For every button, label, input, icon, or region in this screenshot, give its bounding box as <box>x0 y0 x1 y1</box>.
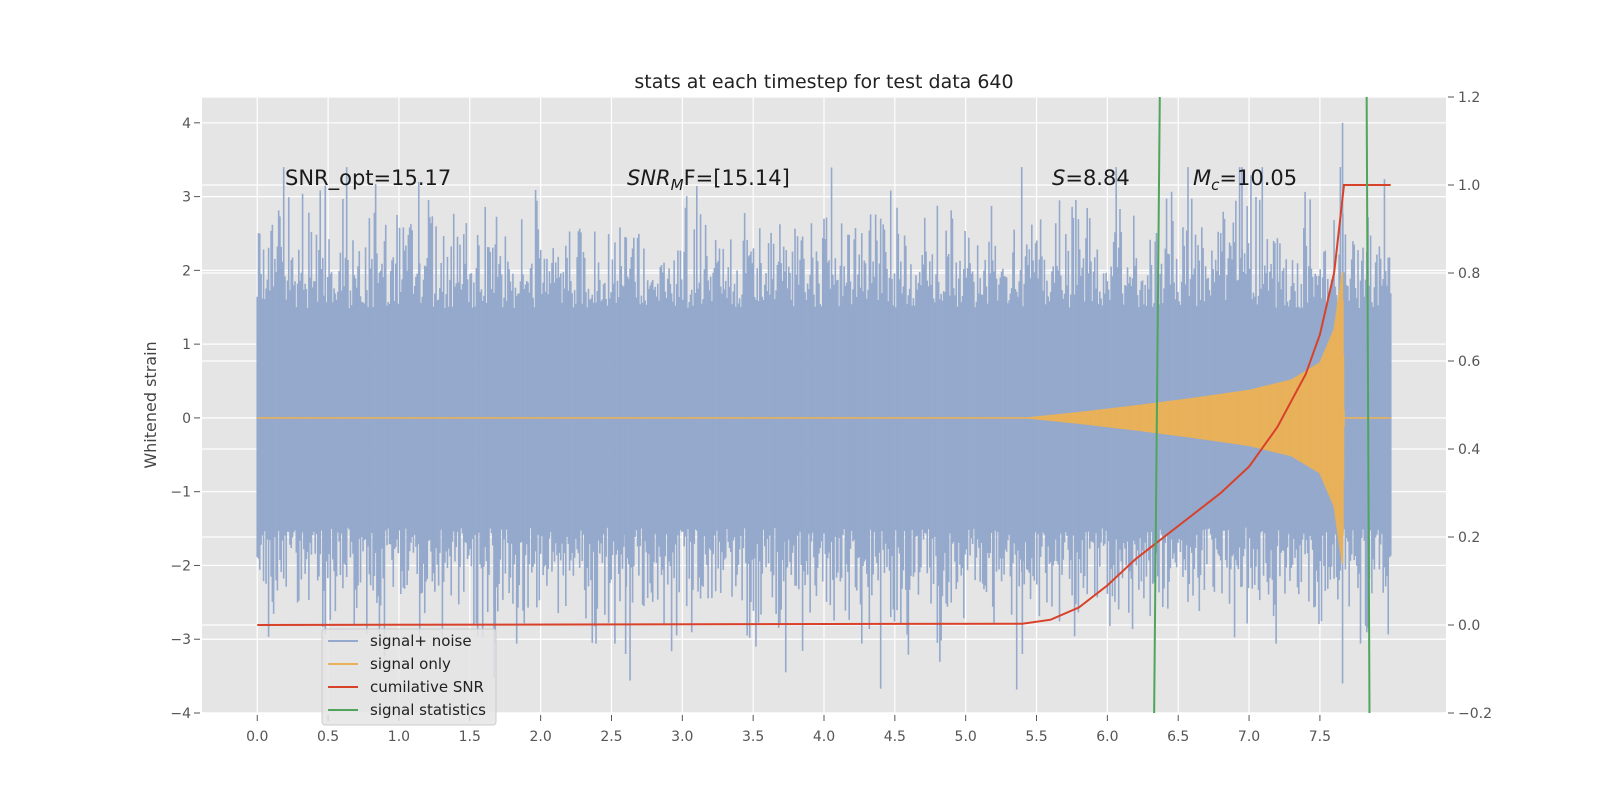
legend-label-signal-only: signal only <box>370 655 451 673</box>
annotation-snr-mf: SNRMF=[15.14] <box>627 166 790 194</box>
cumulative-snr-line <box>257 184 1391 626</box>
x-tick-label-3-5: 3.5 <box>742 729 764 745</box>
y2-tick-label-0-6: 0.6 <box>1458 354 1480 370</box>
y2-tick-label-1: 1.0 <box>1458 178 1480 194</box>
x-tick-label-2-5: 2.5 <box>600 729 622 745</box>
legend-label-signal-statistics: signal statistics <box>370 701 486 719</box>
x-tick-label-4-5: 4.5 <box>884 729 906 745</box>
annotation-s-symbol: S <box>1052 166 1065 190</box>
signal-statistics-line-0 <box>1153 96 1161 714</box>
annotation-mc-symbol: M <box>1193 166 1211 190</box>
series-signal-statistics <box>1153 96 1371 714</box>
annotation-snr-mf-main: SNR <box>627 166 671 190</box>
x-tick-label-1: 1.0 <box>388 729 410 745</box>
series-signal-plus-noise <box>256 122 1392 690</box>
y-tick-label--2: −2 <box>170 558 191 574</box>
annotation-mc-sub: c <box>1211 176 1220 194</box>
left-y-axis: −4 −3 −2 −1 0 1 2 3 4 <box>170 116 200 722</box>
y-tick-label--1: −1 <box>170 485 191 501</box>
annotation-snr-opt: SNR_opt=15.17 <box>285 166 451 191</box>
series-cumulative-snr <box>257 184 1391 626</box>
legend-label-cumulative-snr: cumilative SNR <box>370 678 484 696</box>
y-tick-label-0: 0 <box>182 411 191 427</box>
annotation-mc-value: =10.05 <box>1219 166 1297 190</box>
annotation-snr-mf-sub: M <box>671 176 684 194</box>
x-tick-label-4: 4.0 <box>813 729 835 745</box>
y2-tick-label-1-2: 1.2 <box>1458 90 1480 106</box>
x-axis: 0.0 0.5 1.0 1.5 2.0 2.5 3.0 3.5 4.0 4.5 5.0 5.5 6.0 6… <box>246 715 1331 745</box>
y-tick-label-2: 2 <box>182 263 191 279</box>
y-tick-label-4: 4 <box>182 116 191 132</box>
x-tick-label-1-5: 1.5 <box>459 729 481 745</box>
y-axis-label: Whitened strain <box>141 341 160 468</box>
x-tick-label-5-5: 5.5 <box>1025 729 1047 745</box>
y-tick-label-3: 3 <box>182 190 191 206</box>
x-tick-label-6: 6.0 <box>1096 729 1118 745</box>
annotation-mc: Mc=10.05 <box>1193 166 1297 194</box>
annotation-s-value: =8.84 <box>1065 166 1129 190</box>
y2-tick-label-0-2: 0.2 <box>1458 530 1480 546</box>
annotations: SNR_opt=15.17 SNRMF=[15.14] S=8.84 Mc=10… <box>285 166 1297 194</box>
y2-tick-label-0: 0.0 <box>1458 618 1480 634</box>
annotation-snr-mf-rest: F=[15.14] <box>684 166 790 190</box>
signal-statistics-line-1 <box>1365 96 1371 714</box>
x-tick-label-2: 2.0 <box>529 729 551 745</box>
y2-tick-label-0-4: 0.4 <box>1458 442 1480 458</box>
y2-tick-label-0-8: 0.8 <box>1458 266 1480 282</box>
y-tick-label-1: 1 <box>182 337 191 353</box>
y-tick-label--4: −4 <box>170 706 191 722</box>
right-y-axis: −0.2 0.0 0.2 0.4 0.6 0.8 1.0 1.2 <box>1448 90 1492 722</box>
x-tick-label-7-5: 7.5 <box>1309 729 1331 745</box>
x-tick-label-5: 5.0 <box>955 729 977 745</box>
x-tick-label-3: 3.0 <box>671 729 693 745</box>
chart-title: stats at each timestep for test data 640 <box>634 71 1013 93</box>
x-tick-label-6-5: 6.5 <box>1167 729 1189 745</box>
legend: signal+ noise signal only cumilative SNR… <box>321 628 497 726</box>
legend-label-signal-plus-noise: signal+ noise <box>370 632 472 650</box>
annotation-s: S=8.84 <box>1052 166 1130 190</box>
x-tick-label-7: 7.0 <box>1238 729 1260 745</box>
legend-box <box>321 628 497 726</box>
x-tick-label-0: 0.0 <box>246 729 268 745</box>
y-tick-label--3: −3 <box>170 632 191 648</box>
y2-tick-label--0-2: −0.2 <box>1458 706 1492 722</box>
x-tick-label-0-5: 0.5 <box>317 729 339 745</box>
